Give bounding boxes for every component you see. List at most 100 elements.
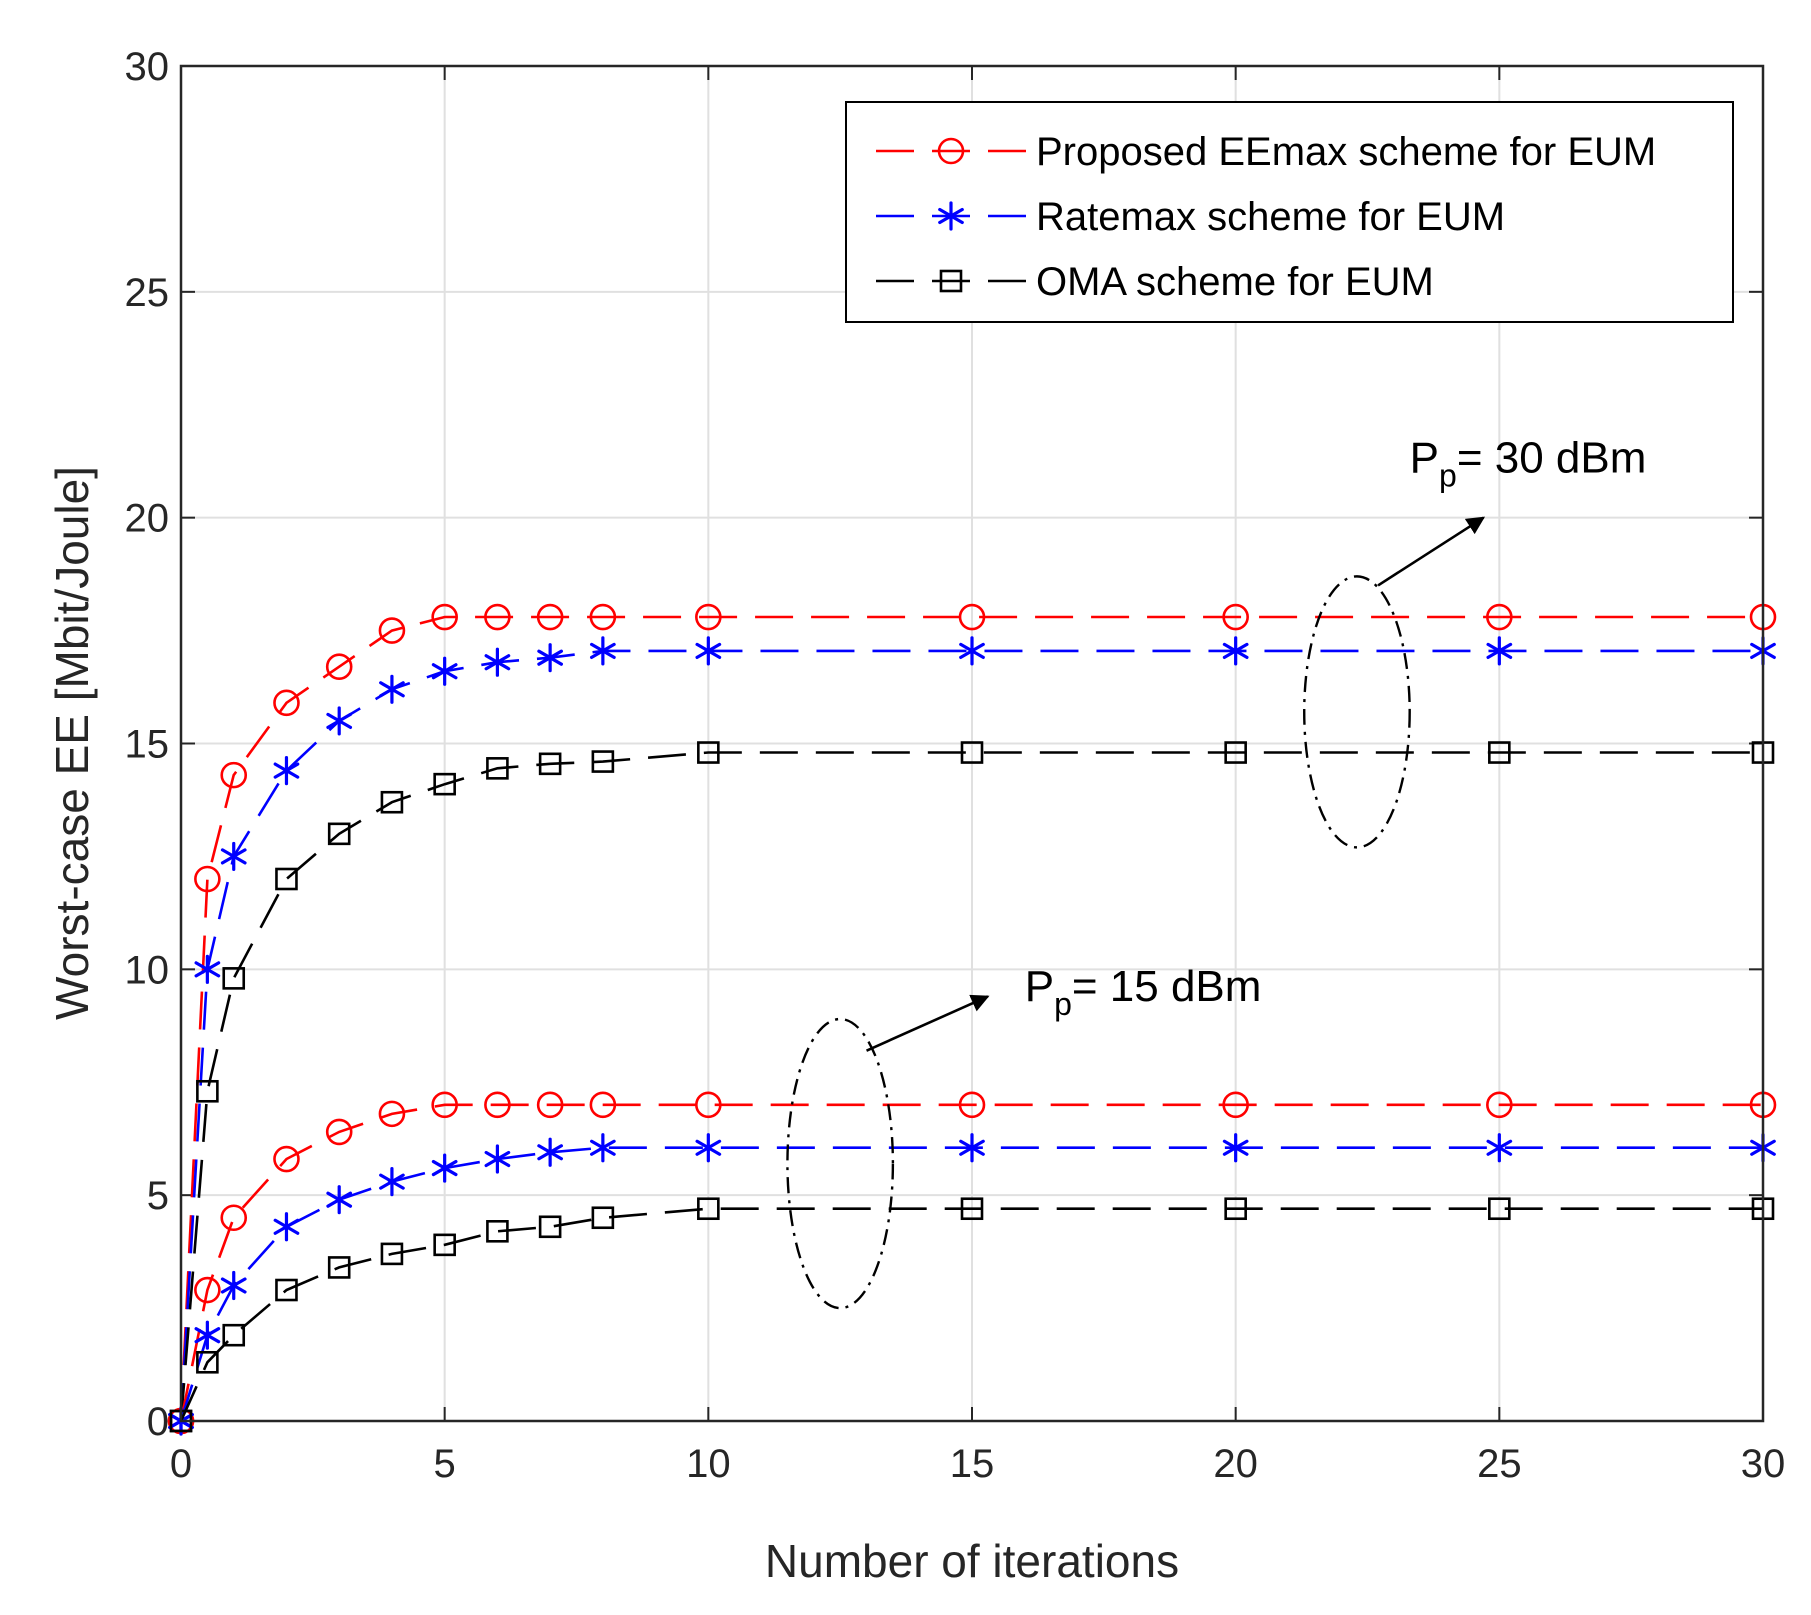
series-line <box>179 1146 1763 1422</box>
annotation-label: Pp= 30 dBm <box>1410 434 1647 494</box>
data-point <box>538 1215 562 1239</box>
data-point <box>273 689 300 717</box>
data-point <box>431 1091 458 1119</box>
data-point <box>378 617 406 644</box>
annotation-1: Pp= 15 dBm <box>786 962 1262 1310</box>
annotation-arrow <box>1377 516 1486 587</box>
data-point <box>958 1091 986 1119</box>
data-point <box>536 1091 564 1119</box>
data-point <box>196 1079 219 1103</box>
data-point <box>591 1206 615 1230</box>
series-3 <box>167 1091 1777 1435</box>
data-point <box>222 967 246 990</box>
y-tick-label: 5 <box>147 1174 169 1218</box>
data-point <box>1486 1091 1513 1119</box>
legend-marker <box>937 137 965 165</box>
data-point <box>275 1278 298 1302</box>
data-point <box>1222 1091 1249 1119</box>
data-point <box>222 1323 246 1347</box>
x-tick-label: 30 <box>1741 1442 1786 1486</box>
data-point <box>220 761 248 789</box>
data-point <box>590 636 616 666</box>
series-layer <box>167 603 1777 1436</box>
data-point <box>1224 1197 1247 1221</box>
data-point <box>695 603 722 631</box>
data-point <box>959 1133 985 1163</box>
data-point <box>1222 603 1249 631</box>
data-point <box>194 954 221 984</box>
data-point <box>1222 636 1249 666</box>
x-tick-label: 10 <box>686 1442 731 1486</box>
y-tick-label: 20 <box>125 497 170 541</box>
series-line <box>179 1207 1763 1422</box>
data-point <box>484 1144 511 1174</box>
x-tick-label: 15 <box>950 1442 995 1486</box>
data-point <box>326 706 353 736</box>
data-point <box>697 741 720 764</box>
x-tick-label: 0 <box>170 1442 192 1486</box>
annotation-label: Pp= 15 dBm <box>1025 962 1262 1022</box>
y-tick-label: 30 <box>125 45 170 89</box>
data-point <box>220 1204 248 1232</box>
data-point <box>220 1270 247 1301</box>
data-point <box>1222 1133 1249 1163</box>
data-point <box>431 1153 458 1183</box>
y-tick-label: 25 <box>125 271 170 315</box>
data-point <box>378 1100 406 1128</box>
data-point <box>1486 636 1513 666</box>
x-tick-label: 25 <box>1477 1442 1522 1486</box>
data-point <box>484 647 511 677</box>
data-point <box>433 772 456 796</box>
data-point <box>486 1220 509 1243</box>
data-point <box>379 674 405 704</box>
legend-label: Proposed EEmax scheme for EUM <box>1036 130 1656 174</box>
data-point <box>325 653 353 681</box>
data-point <box>431 603 458 631</box>
data-point <box>275 867 298 891</box>
data-point <box>960 1197 984 1221</box>
data-point <box>960 741 984 764</box>
x-tick-label: 20 <box>1213 1442 1258 1486</box>
data-point <box>273 1212 300 1242</box>
data-point <box>431 656 458 686</box>
series-line <box>179 1103 1763 1422</box>
data-point <box>1486 1133 1513 1163</box>
legend-label: Ratemax scheme for EUM <box>1036 195 1505 239</box>
data-point <box>695 1091 722 1119</box>
data-point <box>273 755 300 786</box>
data-point <box>697 1197 720 1221</box>
legend-marker <box>938 201 964 231</box>
annotations: Pp= 30 dBm Pp= 15 dBm <box>786 434 1647 1310</box>
data-point <box>1488 741 1511 764</box>
data-point <box>380 790 404 814</box>
data-point <box>1486 603 1513 631</box>
data-point <box>589 603 617 631</box>
data-point <box>433 1233 456 1257</box>
data-point <box>959 636 985 666</box>
y-tick-label: 10 <box>125 948 170 992</box>
data-point <box>327 1256 351 1279</box>
y-axis-title: Worst-case EE [Mbit/Joule] <box>46 466 98 1020</box>
series-line <box>179 615 1763 1422</box>
legend-entry: Ratemax scheme for EUM <box>876 195 1505 239</box>
data-point <box>537 643 563 673</box>
data-point <box>327 822 351 846</box>
data-point <box>486 757 509 780</box>
data-point <box>194 1276 221 1304</box>
legend-label: OMA scheme for EUM <box>1036 260 1434 304</box>
legend-box <box>845 101 1734 323</box>
data-point <box>538 752 562 776</box>
data-point <box>379 1167 405 1197</box>
data-point <box>484 1091 511 1119</box>
series-line <box>179 751 1763 1422</box>
data-point <box>537 1137 563 1167</box>
annotation-ellipse <box>1303 575 1411 849</box>
data-point <box>196 1350 219 1374</box>
plot-frame <box>179 64 1765 1423</box>
annotation-arrow <box>866 994 990 1052</box>
data-point <box>695 1133 722 1163</box>
y-tick-label: 15 <box>125 723 170 767</box>
y-tick-label: 0 <box>147 1400 169 1444</box>
data-point <box>1224 741 1247 764</box>
